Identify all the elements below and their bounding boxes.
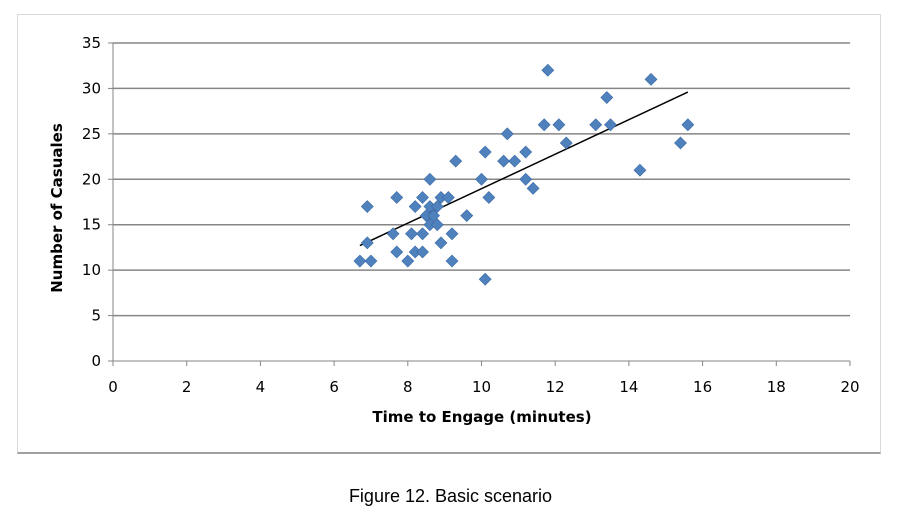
y-tick-label: 25 [82,125,101,143]
data-point [405,227,418,241]
data-point [430,218,444,232]
data-point [423,172,437,186]
data-point [401,254,415,268]
x-tick-label: 12 [546,378,565,396]
data-point [475,172,488,186]
x-axis-title: Time to Engage (minutes) [372,408,591,426]
x-tick-label: 18 [767,378,786,396]
y-tick-label: 15 [82,216,101,234]
data-point [353,254,367,268]
x-tick-label: 0 [108,378,118,396]
data-point [674,136,687,150]
y-tick-label: 0 [91,352,101,370]
y-tick-label: 20 [82,170,101,188]
data-point [681,118,695,132]
data-point [526,181,540,195]
gridlines [113,42,850,317]
data-point [519,172,533,186]
data-point [497,154,511,168]
x-tick-labels: 0 2 4 6 8 10 12 14 16 18 20 [108,378,859,396]
y-tick-labels: 0 5 10 15 20 25 30 35 [82,34,101,370]
data-point [445,254,459,268]
y-tick-label: 30 [82,79,101,97]
data-point [537,118,551,132]
data-point [445,227,459,241]
data-point [390,245,404,259]
x-tick-label: 10 [472,378,491,396]
data-point [364,254,378,268]
x-tick-label: 6 [329,378,339,396]
data-point [386,227,400,241]
data-point [500,127,514,141]
data-point [478,145,492,159]
y-tick-label: 5 [91,307,101,325]
data-point [559,136,573,150]
data-point [541,63,555,77]
data-point [416,191,429,204]
x-tick-label: 16 [693,378,712,396]
x-tick-label: 8 [403,378,413,396]
data-point [390,191,404,204]
data-point [604,118,617,132]
data-point [552,118,566,132]
data-point [600,91,614,104]
data-points [353,63,695,286]
data-point [482,191,496,204]
data-point [478,272,492,286]
data-point [434,236,448,250]
data-point [360,236,374,250]
data-point [441,191,455,204]
y-tick-label: 10 [82,261,101,279]
data-point [633,163,647,177]
data-point [408,200,422,213]
trendline-layer [359,91,689,247]
data-point [427,209,441,223]
data-point [360,200,374,213]
data-point [416,227,429,241]
x-tick-label: 14 [619,378,638,396]
data-point [644,72,658,86]
chart-frame [17,14,881,454]
x-tick-label: 4 [256,378,266,396]
figure-caption: Figure 12. Basic scenario [348,486,553,506]
data-point [589,118,603,132]
data-point [416,245,429,259]
data-point [430,200,444,213]
x-tick-label: 2 [182,378,192,396]
scatter-chart: 0 5 10 15 20 25 30 35 0 2 4 6 8 10 12 14 16 18 20 Time to… [48,34,860,426]
data-point [460,209,474,223]
trendline [359,91,689,247]
data-point [519,145,533,159]
data-point [508,154,522,168]
x-tick-label: 20 [840,378,859,396]
y-axis-title: Number of Casuales [48,123,66,293]
axes [108,42,851,366]
y-tick-label: 35 [82,34,101,52]
data-point [449,154,463,168]
